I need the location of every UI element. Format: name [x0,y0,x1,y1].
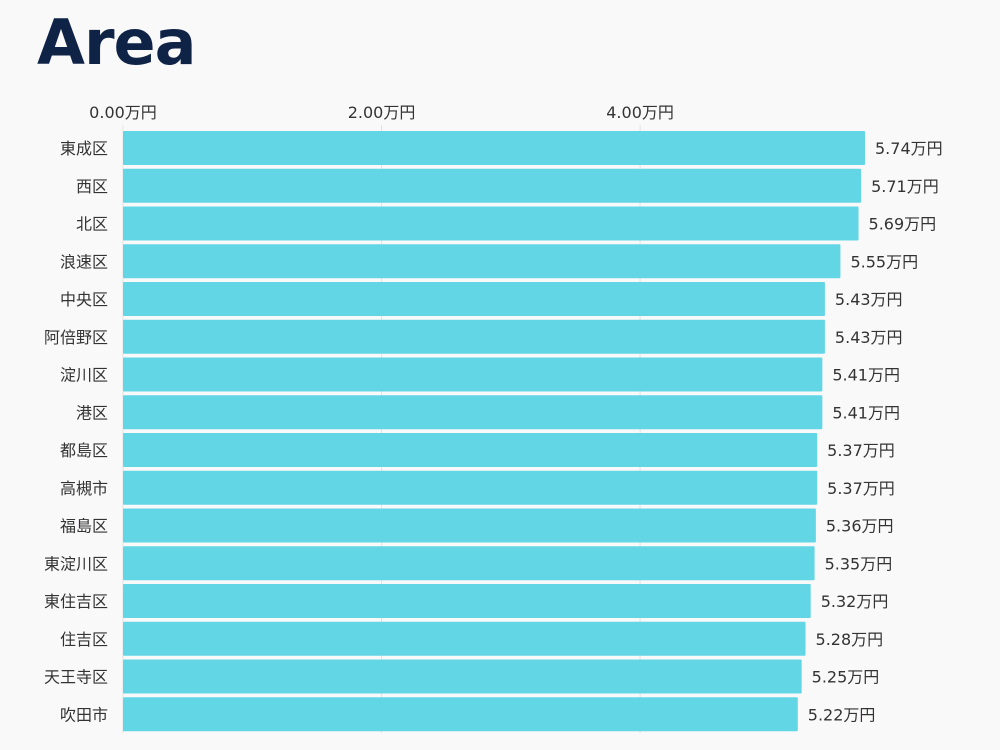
bar [123,131,865,165]
category-label: 都島区 [60,441,108,460]
x-tick-label: 0.00万円 [89,103,157,122]
category-label: 東住吉区 [44,592,108,611]
category-label: 天王寺区 [44,668,108,687]
bar [123,470,818,505]
bar [123,244,841,279]
value-label: 5.32万円 [821,592,889,611]
value-label: 5.41万円 [832,366,900,385]
bar [123,282,825,316]
x-tick-label: 4.00万円 [606,103,674,122]
bar [123,697,798,732]
category-label: 浪速区 [60,252,108,271]
value-label: 5.37万円 [827,441,895,460]
value-label: 5.41万円 [832,403,900,422]
bar [123,319,825,354]
bar [123,659,802,694]
value-label: 5.37万円 [827,479,895,498]
category-label: 東淀川区 [44,554,108,573]
value-label: 5.43万円 [835,328,903,347]
category-label: 住吉区 [60,630,108,649]
category-label: 西区 [76,177,108,196]
category-label: 吹田市 [60,705,108,724]
chart-title: Area [37,6,196,79]
bar [123,357,823,392]
bar [123,508,816,543]
value-label: 5.43万円 [835,290,903,309]
bar [123,621,806,656]
value-label: 5.36万円 [826,517,894,536]
value-label: 5.25万円 [812,668,880,687]
x-tick-label: 2.00万円 [348,103,416,122]
category-label: 高槻市 [60,479,108,498]
bar [123,168,862,203]
category-label: 東成区 [60,139,108,158]
value-label: 5.71万円 [871,177,939,196]
bar [123,395,823,430]
value-label: 5.55万円 [850,252,918,271]
bar [123,546,815,581]
value-label: 5.74万円 [875,139,943,158]
value-label: 5.69万円 [869,215,937,234]
category-label: 北区 [76,215,108,234]
value-label: 5.22万円 [808,705,876,724]
category-label: 中央区 [60,290,108,309]
category-label: 港区 [76,403,108,422]
category-label: 淀川区 [60,366,108,385]
category-label: 福島区 [60,517,108,536]
bar [123,584,811,618]
bar [123,433,818,467]
bar [123,206,859,241]
value-label: 5.28万円 [816,630,884,649]
value-label: 5.35万円 [825,554,893,573]
category-label: 阿倍野区 [44,328,108,347]
